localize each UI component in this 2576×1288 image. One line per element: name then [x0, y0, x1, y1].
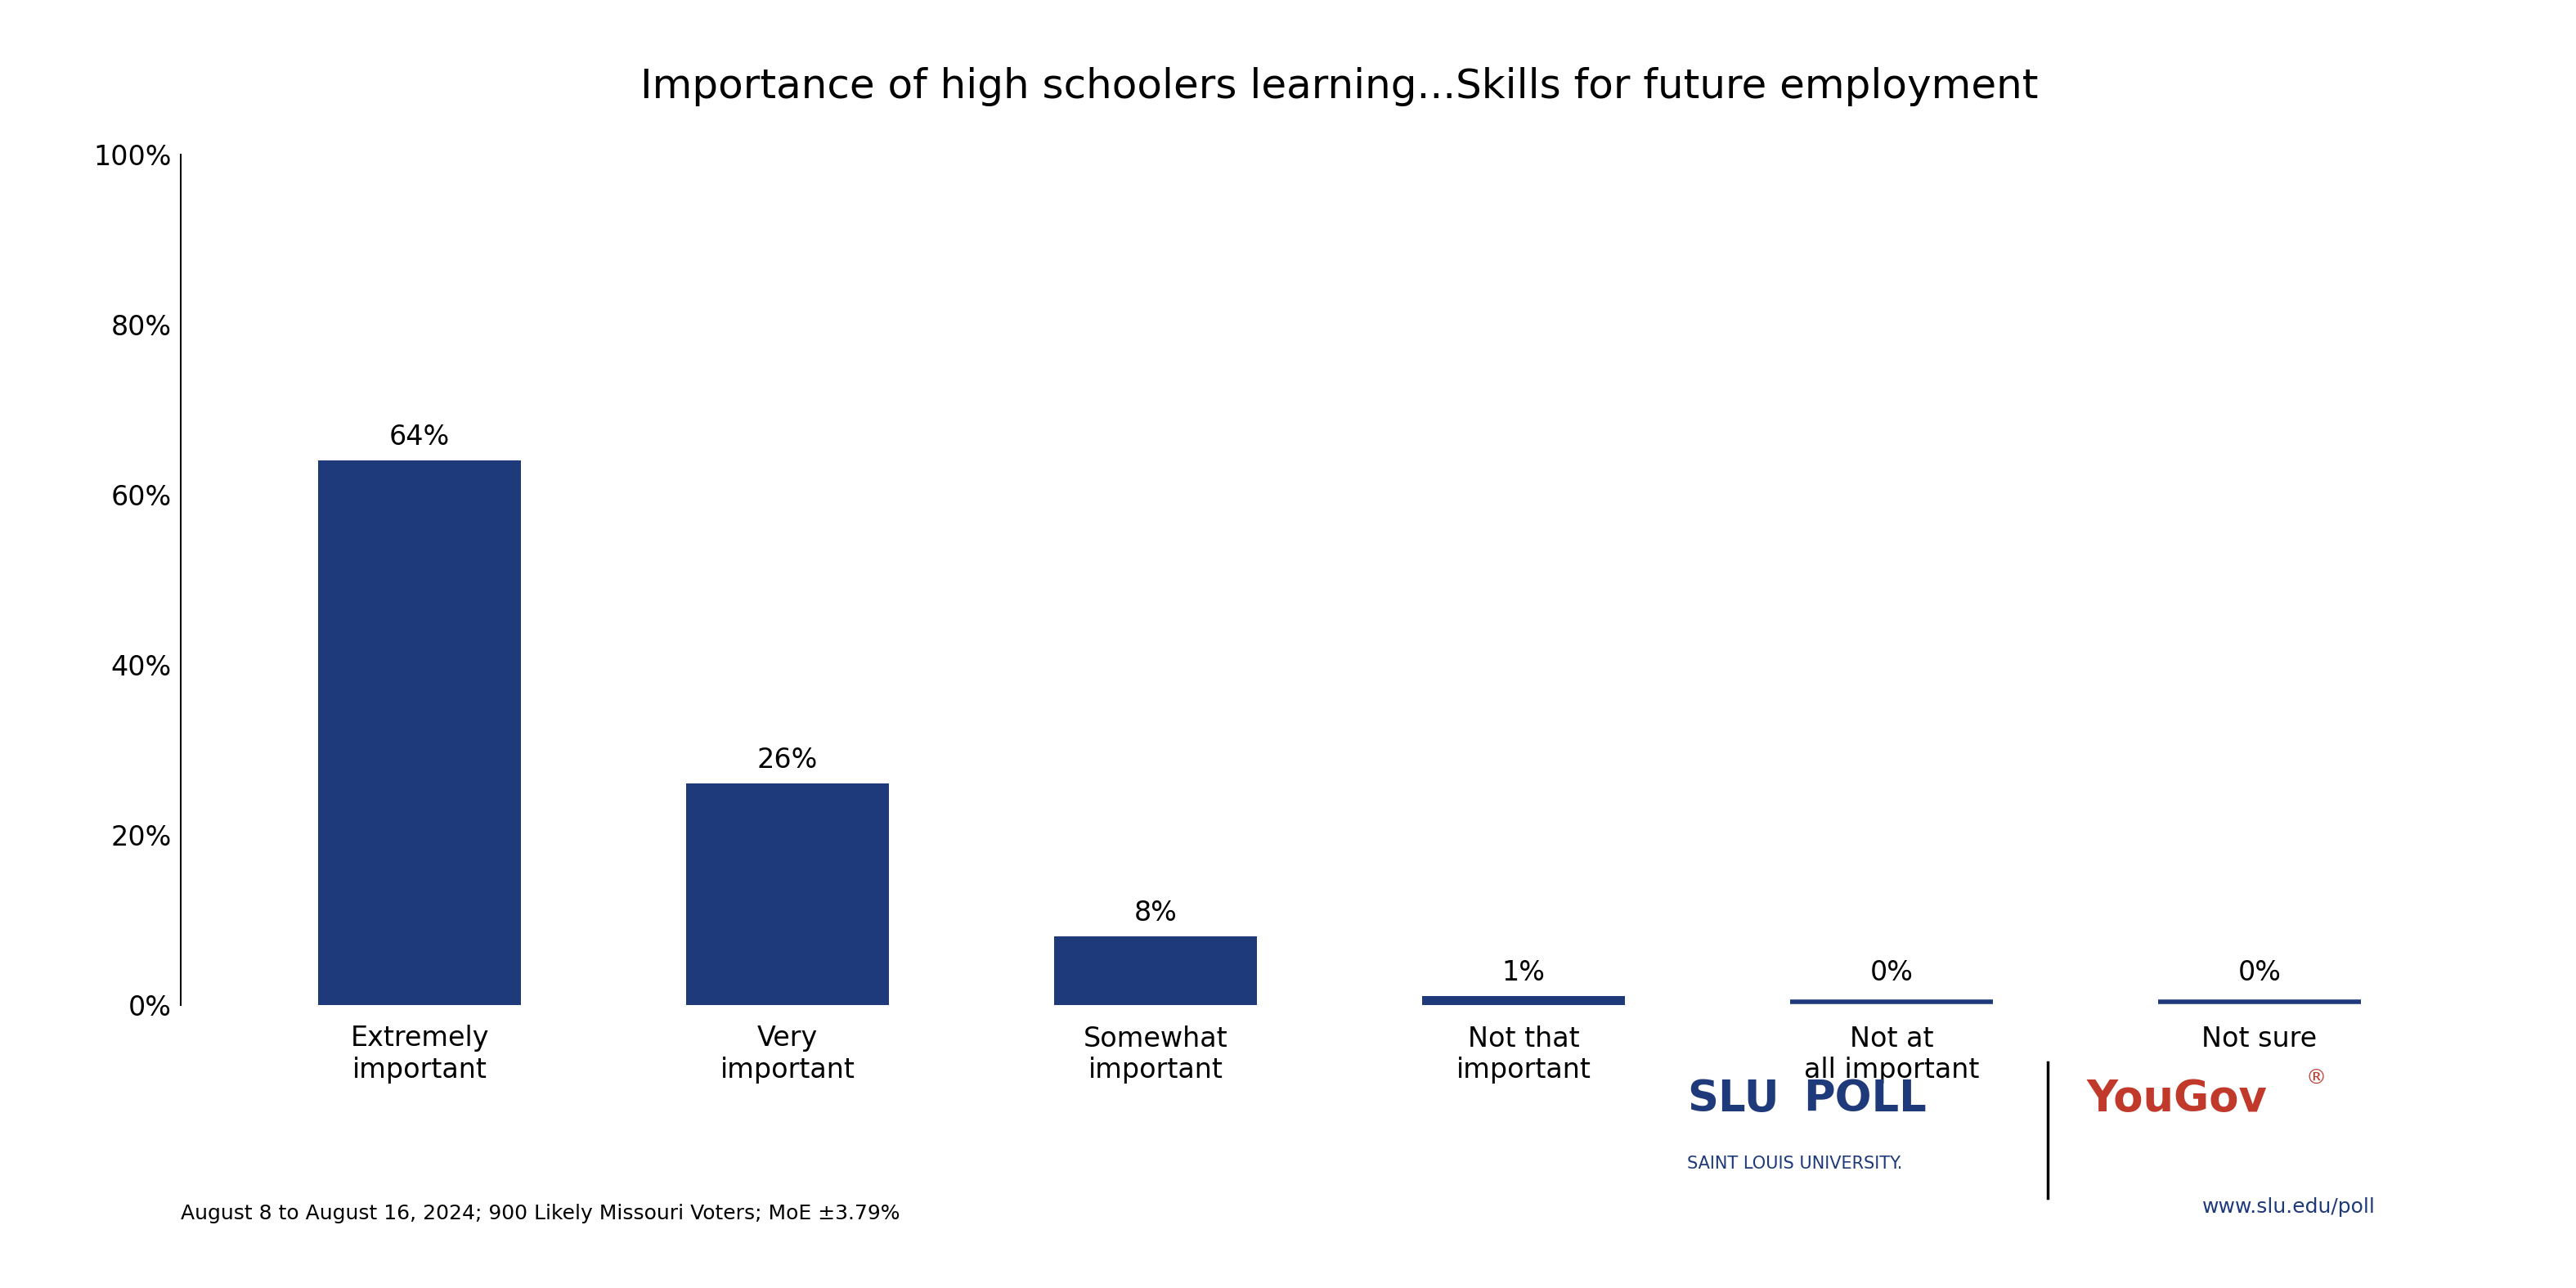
Text: 0%: 0% [2239, 960, 2282, 987]
Text: 26%: 26% [757, 747, 819, 773]
Text: 1%: 1% [1502, 960, 1546, 985]
Text: ®: ® [2306, 1069, 2326, 1088]
Text: 64%: 64% [389, 424, 451, 451]
Text: 8%: 8% [1133, 899, 1177, 926]
Text: YouGov: YouGov [2087, 1078, 2267, 1121]
Text: 0%: 0% [1870, 960, 1914, 987]
Text: www.slu.edu/poll: www.slu.edu/poll [2202, 1198, 2375, 1217]
Bar [1422, 996, 1625, 1005]
Text: SAINT LOUIS UNIVERSITY.: SAINT LOUIS UNIVERSITY. [1687, 1155, 1904, 1172]
Bar [319, 461, 520, 1005]
Bar [685, 783, 889, 1005]
Text: POLL: POLL [1803, 1078, 1927, 1121]
Bar [1054, 936, 1257, 1005]
Text: August 8 to August 16, 2024; 900 Likely Missouri Voters; MoE ±3.79%: August 8 to August 16, 2024; 900 Likely … [180, 1204, 899, 1224]
Title: Importance of high schoolers learning...Skills for future employment: Importance of high schoolers learning...… [641, 67, 2038, 106]
Text: SLU: SLU [1687, 1078, 1780, 1121]
